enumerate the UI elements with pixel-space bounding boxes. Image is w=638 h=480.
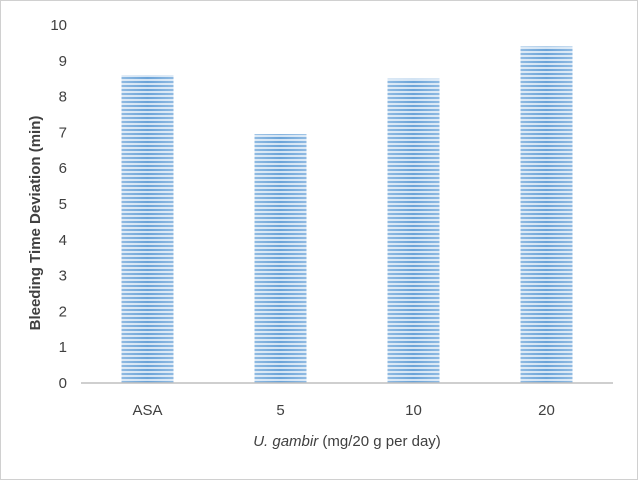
- y-tick-label: 5: [59, 196, 67, 213]
- y-tick-label: 7: [59, 124, 67, 141]
- x-tick-label: ASA: [132, 402, 162, 419]
- y-tick-label: 4: [59, 232, 67, 249]
- x-tick-label: 10: [405, 402, 422, 419]
- bars-layer: [121, 46, 573, 384]
- y-tick-label: 3: [59, 268, 67, 285]
- x-axis-title-rest: (mg/20 g per day): [318, 433, 441, 450]
- x-tick-label: 20: [538, 402, 555, 419]
- bar-asa: [121, 75, 174, 384]
- bar-10: [387, 78, 440, 383]
- x-axis-ticks: ASA 5 10 20: [132, 402, 554, 419]
- x-axis-title: U. gambir (mg/20 g per day): [253, 433, 441, 450]
- y-tick-label: 6: [59, 160, 67, 177]
- y-tick-label: 8: [59, 89, 67, 106]
- y-axis-ticks: 0 1 2 3 4 5 6 7 8 9 10: [50, 17, 67, 392]
- y-tick-label: 1: [59, 339, 67, 356]
- y-tick-label: 2: [59, 303, 67, 320]
- bar-shade: [121, 75, 174, 384]
- bar-20: [520, 46, 573, 383]
- x-axis-title-italic: U. gambir: [253, 433, 319, 450]
- bar-shade: [254, 134, 307, 383]
- y-tick-label: 10: [50, 17, 67, 34]
- y-tick-label: 9: [59, 53, 67, 70]
- y-axis-title: Bleeding Time Deviation (min): [27, 116, 44, 331]
- bar-5: [254, 134, 307, 383]
- x-tick-label: 5: [276, 402, 284, 419]
- bar-shade: [387, 78, 440, 383]
- y-tick-label: 0: [59, 375, 67, 392]
- bar-shade: [520, 46, 573, 383]
